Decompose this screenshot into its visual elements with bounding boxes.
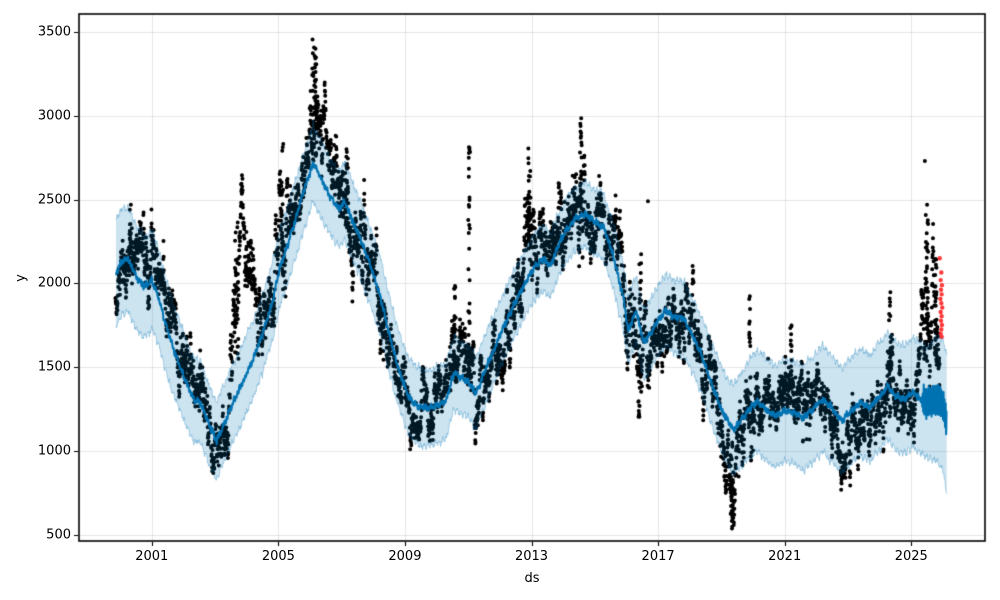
x-tick-label: 2009 (388, 549, 422, 564)
y-tick-label: 1000 (37, 443, 71, 459)
x-tick-label: 2017 (641, 549, 675, 564)
x-tick-label: 2021 (768, 549, 802, 564)
y-tick-label: 3500 (37, 24, 71, 40)
y-tick-label: 2000 (37, 275, 71, 291)
y-tick-label: 2500 (37, 192, 71, 208)
y-tick-label: 3000 (37, 108, 71, 124)
x-tick-label: 2005 (261, 549, 295, 564)
y-axis-label: y (13, 273, 29, 282)
x-tick-label: 2025 (894, 549, 928, 564)
x-axis-label: ds (524, 571, 540, 586)
x-tick-label: 2013 (514, 549, 549, 564)
y-tick-label: 500 (46, 527, 71, 543)
x-tick-label: 2001 (135, 549, 169, 564)
y-tick-label: 1500 (37, 359, 71, 375)
